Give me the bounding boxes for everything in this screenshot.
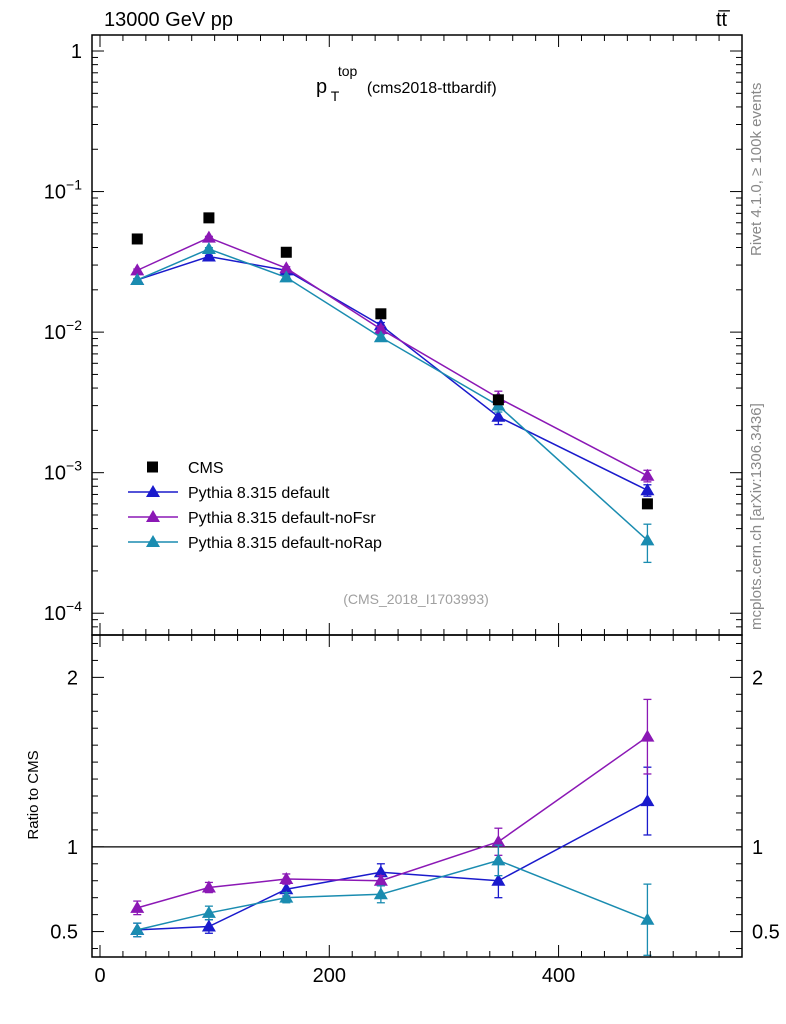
main-cms-point (375, 308, 387, 320)
ratio-pythia-8-315-default-nofsr-point (373, 873, 388, 886)
chart-title: p T top (cms2018-ttbardif) (316, 59, 497, 106)
legend-cms-label: CMS (188, 460, 224, 477)
energy-label: 13000 GeV pp (104, 9, 233, 31)
chart-title-sup: top (338, 63, 358, 79)
y-tick-label: 10−1 (44, 177, 82, 204)
main-cms-point (280, 246, 292, 258)
legend-pythia-8-315-default-nofsr-marker (146, 510, 160, 522)
ratio-pythia-8-315-default-norap-point (279, 890, 294, 903)
y-tick-label-exp: −1 (66, 177, 82, 193)
main-pythia-8-315-default-nofsr-line (136, 236, 648, 477)
main-pythia-8-315-default-norap-point (201, 242, 216, 255)
y-tick-label: 10−3 (44, 458, 82, 485)
ratio-pythia-8-315-default-norap-point (201, 905, 216, 918)
x-tick-label: 400 (542, 965, 575, 987)
main-pythia-8-315-default-norap-line (136, 248, 648, 541)
ratio-pythia-8-315-default-norap-point (373, 887, 388, 900)
legend-pythia-8-315-default-norap-marker (146, 535, 160, 547)
ratio-y-tick-label: 2 (67, 667, 78, 689)
ratio-frame (91, 634, 743, 958)
ratio-pythia-8-315-default-point (279, 882, 294, 895)
ratio-pythia-8-315-default-point (640, 794, 655, 807)
ratio-pythia-8-315-default-nofsr-point (130, 900, 145, 913)
ratio-pythia-8-315-default-nofsr-point (201, 880, 216, 893)
y-tick-label: 10−4 (44, 598, 82, 625)
ratio-pythia-8-315-default-point (201, 919, 216, 932)
y-tick-label-base: 1 (71, 41, 82, 63)
x-tick-label: 0 (94, 965, 105, 987)
rivet-version-label: Rivet 4.1.0, ≥ 100k events (748, 82, 765, 256)
y-tick-label-base: 10 (44, 603, 66, 625)
ratio-pythia-8-315-default-norap-point (130, 922, 145, 935)
ratio-y-tick-label-right: 2 (752, 667, 763, 689)
main-pythia-8-315-default-point (491, 409, 506, 422)
main-pythia-8-315-default-norap-point (640, 533, 655, 546)
chart-title-main: p (316, 76, 327, 98)
main-pythia-8-315-default-nofsr-point (279, 261, 294, 274)
ratio-y-axis-label: Ratio to CMS (25, 750, 42, 839)
main-pythia-8-315-default-nofsr-point (373, 322, 388, 335)
main-cms-point (492, 394, 504, 406)
watermark-label: (CMS_2018_I1703993) (343, 591, 489, 607)
legend-pythia-8-315-default-norap-label: Pythia 8.315 default-noRap (188, 535, 382, 552)
main-pythia-8-315-default-nofsr-point (130, 263, 145, 276)
y-tick-label-base: 10 (44, 322, 66, 344)
y-tick-label: 10−2 (44, 317, 82, 344)
main-pythia-8-315-default-norap-point (279, 270, 294, 283)
legend-pythia-8-315-default-nofsr-label: Pythia 8.315 default-noFsr (188, 510, 376, 527)
main-data (130, 212, 655, 564)
ratio-y-tick-label: 1 (67, 837, 78, 859)
ratio-pythia-8-315-default-line (137, 800, 648, 931)
main-cms-point (641, 498, 653, 510)
chart-title-suffix: (cms2018-ttbardif) (367, 80, 497, 97)
y-tick-label-exp: −3 (66, 458, 82, 474)
x-tick-label: 200 (313, 965, 346, 987)
ratio-pythia-8-315-default-nofsr-point (640, 729, 655, 742)
ratio-data (92, 698, 742, 956)
ratio-pythia-8-315-default-point (373, 865, 388, 878)
ratio-y-tick-label-right: 0.5 (752, 922, 780, 944)
legend-cms-marker (147, 461, 158, 473)
ratio-pythia-8-315-default-norap-point (491, 853, 506, 866)
process-label: tt̅ (716, 9, 728, 31)
main-pythia-8-315-default-nofsr-point (201, 230, 216, 243)
chart-title-sub: T (331, 88, 340, 104)
ratio-pythia-8-315-default-nofsr-line (137, 736, 648, 909)
legend-pythia-8-315-default-label: Pythia 8.315 default (188, 485, 330, 502)
main-cms-point (131, 233, 143, 245)
main-pythia-8-315-default-norap-point (373, 330, 388, 343)
main-pythia-8-315-default-line (137, 255, 648, 491)
ratio-y-tick-label-right: 1 (752, 837, 763, 859)
ratio-y-tick-label: 0.5 (50, 922, 78, 944)
y-tick-label-exp: −2 (66, 317, 82, 333)
ratio-pythia-8-315-default-nofsr-point (279, 872, 294, 885)
legend: CMS Pythia 8.315 default Pythia 8.315 defa… (128, 460, 382, 552)
main-pythia-8-315-default-point (201, 249, 216, 262)
y-tick-label-exp: −4 (66, 598, 82, 614)
y-tick-label-base: 10 (44, 182, 66, 204)
ratio-pythia-8-315-default-point (491, 873, 506, 886)
ratio-pythia-8-315-default-nofsr-point (491, 834, 506, 847)
main-pythia-8-315-default-norap-point (130, 272, 145, 285)
ratio-pythia-8-315-default-norap-point (640, 912, 655, 925)
legend-pythia-8-315-default-marker (146, 485, 160, 497)
main-cms-point (203, 212, 215, 224)
ratio-plot (91, 634, 743, 958)
main-pythia-8-315-default-point (640, 483, 655, 496)
mcplots-label: mcplots.cern.ch [arXiv:1306.3436] (748, 403, 765, 630)
y-tick-label-base: 10 (44, 463, 66, 485)
y-tick-label: 1 (71, 41, 82, 63)
ratio-pythia-8-315-default-norap-line (137, 859, 648, 931)
main-pythia-8-315-default-nofsr-point (640, 468, 655, 481)
